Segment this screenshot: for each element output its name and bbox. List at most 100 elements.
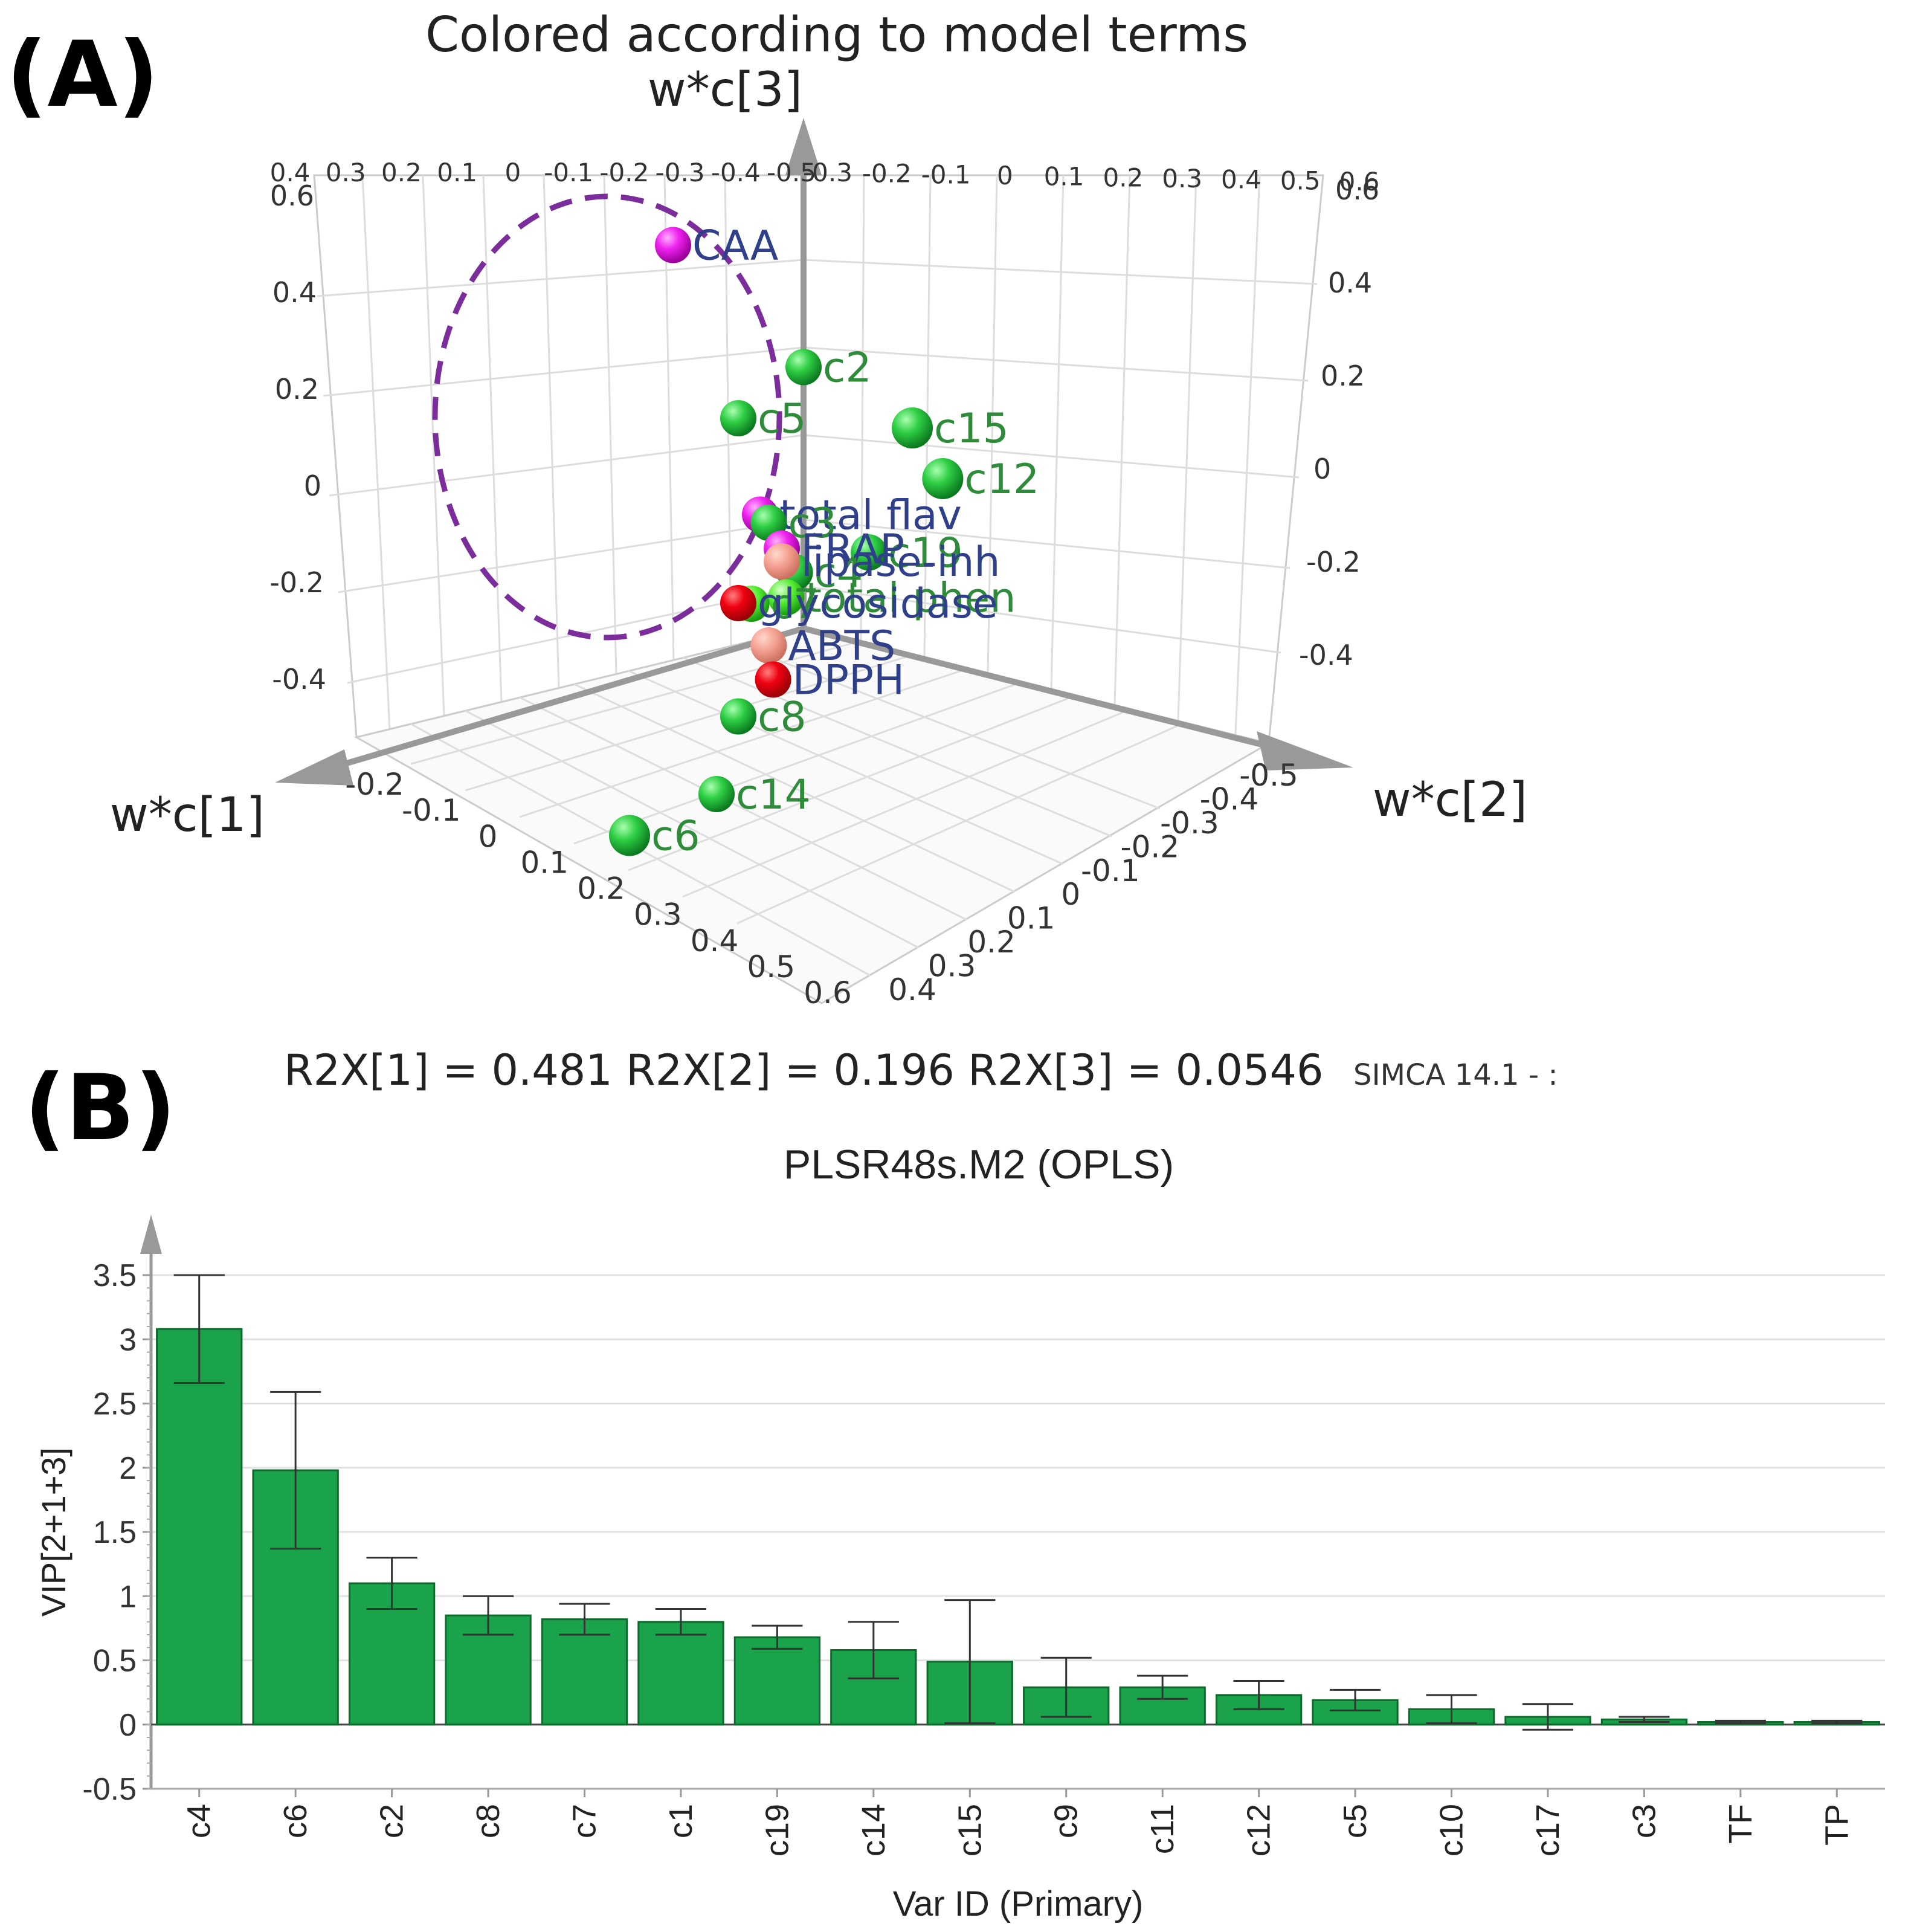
- x-axis-label: Var ID (Primary): [893, 1884, 1144, 1924]
- z-tick-left: -0.4: [272, 663, 326, 696]
- back-top-tick-right: 0: [997, 161, 1013, 190]
- panel-a-letter: (A): [6, 22, 159, 128]
- axis-lines: [275, 118, 1353, 786]
- back-top-tick-left: 0.4: [270, 158, 311, 187]
- software-label: SIMCA 14.1 - :: [1353, 1058, 1558, 1092]
- x-tick-label-c4: c4: [181, 1804, 218, 1838]
- panel-b-letter: (B): [24, 1056, 176, 1161]
- x-tick-label-c19: c19: [759, 1804, 795, 1856]
- point-label: glycosidase: [758, 580, 998, 628]
- bar-c7: [541, 1618, 628, 1726]
- x-tick-label-TP: TP: [1819, 1804, 1855, 1846]
- point-c19: [851, 534, 887, 571]
- z-tick-right: 0: [1313, 453, 1331, 485]
- z-tick-right: 0.2: [1321, 360, 1365, 392]
- back-top-tick-right: 0.5: [1280, 166, 1321, 195]
- point-c2: [785, 349, 822, 386]
- back-top-tick-left: 0: [505, 158, 521, 187]
- panel-b-vip-bar-chart: (B) PLSR48s.M2 (OPLS) -0.5 0 0.5 1 1.5 2 2.5 3 3…: [24, 1056, 1885, 1924]
- back-right-wall: [802, 174, 1324, 745]
- back-top-tick-right: -0.3: [803, 158, 852, 187]
- x-tick-label-c17: c17: [1530, 1804, 1566, 1856]
- point-label: lipase-inh: [801, 538, 1000, 586]
- x-tick: -0.2: [345, 767, 404, 802]
- point-label: DPPH: [793, 657, 905, 705]
- bar-c1: [637, 1621, 724, 1726]
- y-tick: -0.1: [1081, 853, 1140, 888]
- x-tick-label-c9: c9: [1048, 1804, 1084, 1838]
- point-ABTS: [750, 627, 787, 664]
- point-label: c8: [758, 694, 807, 741]
- point-c5: [720, 400, 756, 437]
- point-c8: [720, 698, 756, 735]
- point-lipase-inh: [764, 543, 800, 580]
- y-tick: 0: [1061, 877, 1080, 912]
- point-c6: [609, 815, 650, 856]
- y-tick-label: 2: [119, 1451, 137, 1486]
- y-tick: 0.3: [928, 949, 976, 984]
- point-label: total flav: [779, 492, 962, 540]
- floor-plane: [353, 627, 1271, 1004]
- x-tick-label-c3: c3: [1626, 1804, 1662, 1838]
- y-tick: -0.3: [1160, 806, 1219, 841]
- z-tick-left: 0.6: [270, 179, 314, 212]
- z-tick-left: 0.2: [275, 373, 319, 405]
- panel-a-tick-labels: 0.60.40.20-0.2-0.40.60.40.20-0.2-0.40.4 0…: [269, 158, 1379, 1010]
- point-label: c5: [758, 395, 807, 443]
- back-top-tick-right: 0.2: [1103, 163, 1143, 192]
- x-tick: 0.2: [577, 871, 625, 906]
- back-top-tick-right: -0.1: [921, 160, 971, 189]
- point-DPPH: [755, 661, 791, 698]
- back-top-tick-right: -0.2: [862, 159, 912, 189]
- back-top-tick-left: -0.3: [656, 158, 705, 187]
- x-tick: 0.5: [747, 949, 795, 984]
- z-tick-left: -0.2: [269, 566, 324, 599]
- x-tick-label-c8: c8: [470, 1804, 506, 1838]
- y-tick-label: 1: [119, 1579, 137, 1614]
- panel-a-3d-loading-plot: (A) Colored according to model terms: [6, 7, 1558, 1095]
- x-tick-label-c2: c2: [374, 1804, 410, 1838]
- back-top-tick-left: 0.1: [437, 158, 477, 187]
- back-top-tick-right: 0.6: [1339, 167, 1380, 196]
- point-label: c6: [651, 813, 700, 861]
- x-tick: 0: [478, 819, 498, 854]
- back-top-tick-left: -0.2: [599, 158, 649, 187]
- x-tick-label-TF: TF: [1722, 1804, 1759, 1844]
- back-top-tick-left: -0.1: [544, 158, 593, 187]
- x-tick: -0.1: [402, 793, 461, 828]
- x-tick-label-c7: c7: [567, 1804, 603, 1838]
- y-tick-label: 3: [119, 1322, 137, 1357]
- back-top-tick-right: 0.4: [1221, 165, 1262, 195]
- highlight-ellipse: [432, 193, 782, 641]
- y-tick-label: 2.5: [93, 1387, 137, 1422]
- y-tick-label: 0.5: [93, 1644, 137, 1679]
- x-tick-label-c15: c15: [952, 1804, 988, 1856]
- back-top-tick-right: 0.1: [1044, 162, 1084, 192]
- z-tick-right: -0.2: [1306, 546, 1361, 578]
- y-tick: 0.4: [888, 972, 936, 1007]
- x-tick-label-c10: c10: [1434, 1804, 1470, 1856]
- point-label: CAA: [692, 222, 778, 270]
- point-CAA: [655, 227, 691, 263]
- point-label: c2: [823, 344, 872, 392]
- point-label: ABTS: [788, 622, 895, 670]
- x-tick-label-c6: c6: [277, 1804, 314, 1838]
- x-tick: 0.6: [804, 975, 852, 1010]
- point-glycosidase: [720, 585, 756, 621]
- x-tick-label-c1: c1: [663, 1804, 699, 1838]
- point-c15: [892, 407, 933, 449]
- point-label: total phen: [805, 575, 1016, 622]
- point-label: c15: [934, 405, 1009, 453]
- z-tick-left: 0.4: [272, 276, 317, 309]
- y-axis-label: VIP[2+1+3]: [34, 1447, 72, 1617]
- y-tick-label: 0: [119, 1708, 137, 1743]
- y-tick: -0.2: [1121, 829, 1180, 864]
- x-tick-label-c14: c14: [856, 1804, 892, 1856]
- vip-chart-area: -0.5 0 0.5 1 1.5 2 2.5 3 3.5 c4 c6 c2 c8 c7 c1 c19 c14 c1…: [34, 1215, 1885, 1924]
- r2x-footer: R2X[1] = 0.481 R2X[2] = 0.196 R2X[3] = 0…: [284, 1045, 1324, 1095]
- y-tick: 0.1: [1007, 901, 1055, 936]
- point-label: c12: [964, 456, 1039, 503]
- back-top-tick-left: 0.2: [381, 158, 422, 187]
- point-label: c14: [736, 771, 811, 819]
